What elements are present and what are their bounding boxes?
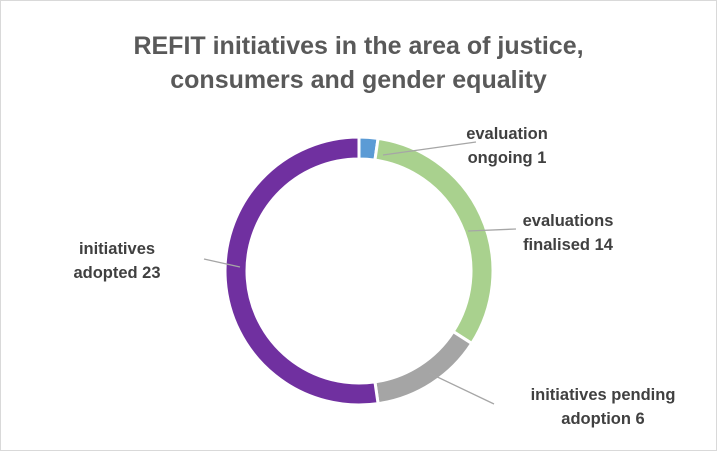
chart-title-line-1: REFIT initiatives in the area of justice… <box>133 32 584 60</box>
data-label-initiatives-adopted-23: initiatives adopted 23 <box>73 240 160 282</box>
leader-line-evaluations-finalised-14 <box>467 228 517 232</box>
chart-title-line-2: consumers and gender equality <box>170 66 547 94</box>
slice-evaluations-finalised-14 <box>373 136 495 346</box>
leader-line-evaluation-ongoing-1 <box>382 141 477 156</box>
labels-group: evaluation ongoing 1 evaluations finalised … <box>73 125 675 428</box>
leader-line-initiatives-pending-adoption-6 <box>428 372 495 405</box>
slices-group <box>223 135 495 407</box>
leader-line-initiatives-adopted-23 <box>203 258 241 268</box>
data-label-initiatives-pending-adoption-6: initiatives pending adoption 6 <box>531 386 676 428</box>
data-label-evaluations-finalised-14: evaluations finalised 14 <box>523 212 614 254</box>
leader-lines-group <box>203 141 517 405</box>
data-label-evaluation-ongoing-1: evaluation ongoing 1 <box>466 125 548 167</box>
slice-initiatives-adopted-23 <box>223 135 380 407</box>
slice-initiatives-pending-adoption-6 <box>373 329 474 406</box>
